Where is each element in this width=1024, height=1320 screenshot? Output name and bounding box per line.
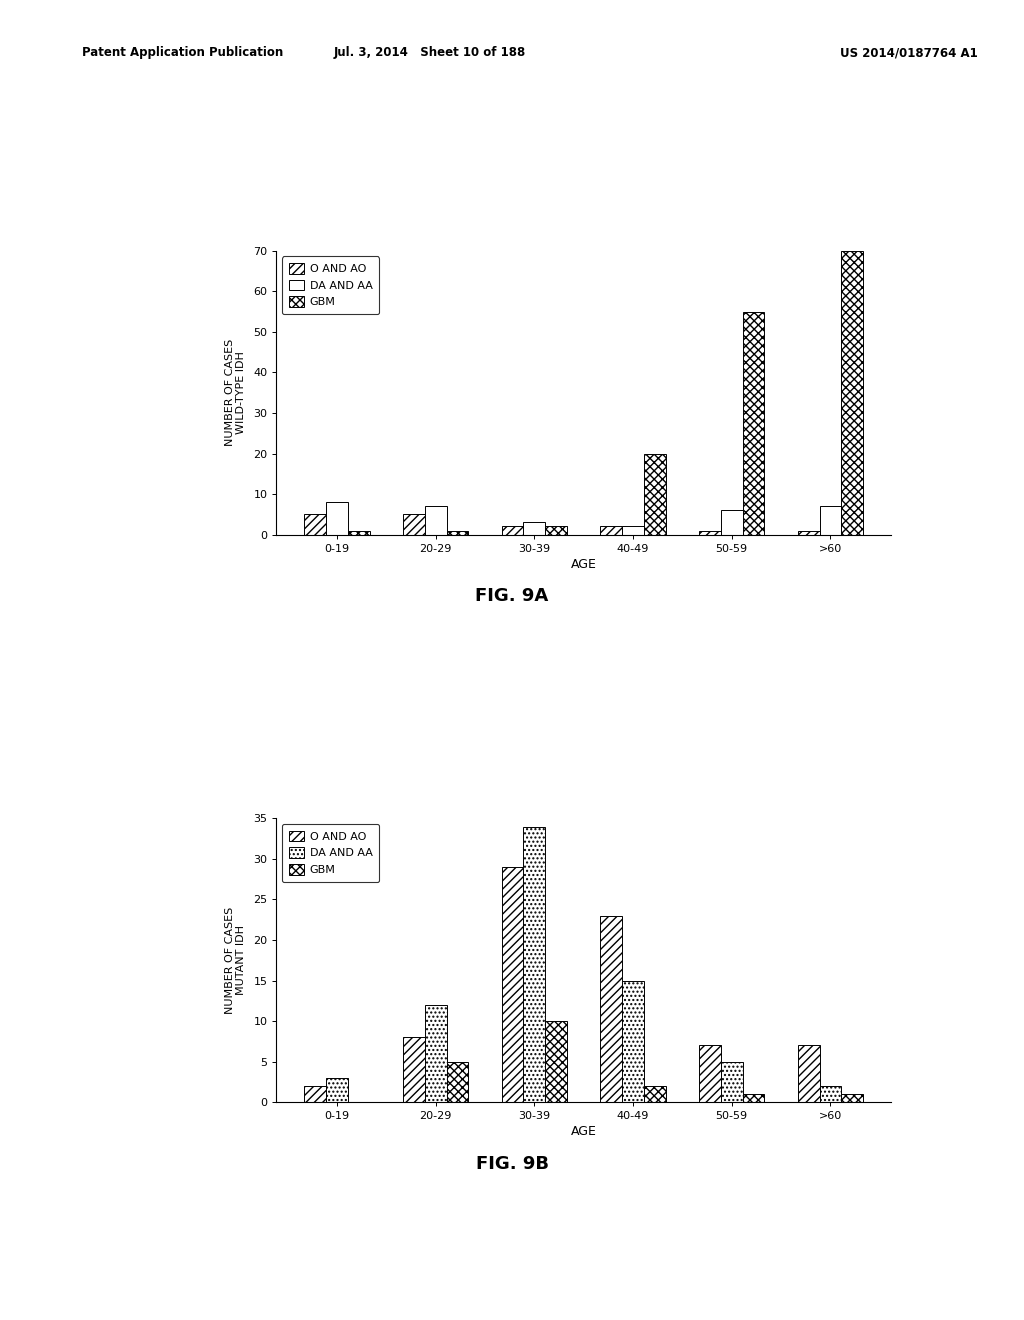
Bar	[600, 527, 623, 535]
Bar	[623, 981, 644, 1102]
Bar	[819, 507, 842, 535]
Bar	[798, 1045, 819, 1102]
Bar	[304, 1086, 326, 1102]
Legend: O AND AO, DA AND AA, GBM: O AND AO, DA AND AA, GBM	[282, 824, 379, 882]
Bar	[644, 1086, 666, 1102]
Bar	[644, 454, 666, 535]
Bar	[600, 916, 623, 1102]
X-axis label: AGE: AGE	[570, 558, 597, 570]
Bar	[348, 531, 370, 535]
Bar	[742, 312, 764, 535]
Bar	[819, 1086, 842, 1102]
Bar	[721, 1061, 742, 1102]
Bar	[742, 1094, 764, 1102]
Bar	[798, 531, 819, 535]
Legend: O AND AO, DA AND AA, GBM: O AND AO, DA AND AA, GBM	[282, 256, 379, 314]
Bar	[326, 1078, 348, 1102]
Y-axis label: NUMBER OF CASES
WILD-TYPE IDH: NUMBER OF CASES WILD-TYPE IDH	[225, 339, 247, 446]
Bar	[699, 531, 721, 535]
Bar	[446, 531, 468, 535]
Bar	[502, 527, 523, 535]
X-axis label: AGE: AGE	[570, 1126, 597, 1138]
Bar	[425, 1005, 446, 1102]
Bar	[523, 826, 545, 1102]
Bar	[446, 1061, 468, 1102]
Bar	[623, 527, 644, 535]
Bar	[502, 867, 523, 1102]
Bar	[699, 1045, 721, 1102]
Bar	[842, 251, 863, 535]
Bar	[721, 511, 742, 535]
Text: Jul. 3, 2014   Sheet 10 of 188: Jul. 3, 2014 Sheet 10 of 188	[334, 46, 526, 59]
Bar	[403, 1038, 425, 1102]
Bar	[425, 507, 446, 535]
Text: US 2014/0187764 A1: US 2014/0187764 A1	[840, 46, 978, 59]
Bar	[545, 527, 567, 535]
Y-axis label: NUMBER OF CASES
MUTANT IDH: NUMBER OF CASES MUTANT IDH	[225, 907, 247, 1014]
Text: Patent Application Publication: Patent Application Publication	[82, 46, 284, 59]
Text: FIG. 9B: FIG. 9B	[475, 1155, 549, 1173]
Bar	[326, 502, 348, 535]
Bar	[842, 1094, 863, 1102]
Bar	[304, 515, 326, 535]
Bar	[545, 1022, 567, 1102]
Bar	[523, 523, 545, 535]
Bar	[403, 515, 425, 535]
Text: FIG. 9A: FIG. 9A	[475, 587, 549, 606]
